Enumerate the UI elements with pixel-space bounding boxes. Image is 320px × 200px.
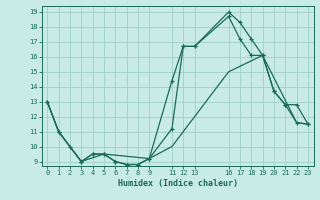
- X-axis label: Humidex (Indice chaleur): Humidex (Indice chaleur): [118, 179, 237, 188]
